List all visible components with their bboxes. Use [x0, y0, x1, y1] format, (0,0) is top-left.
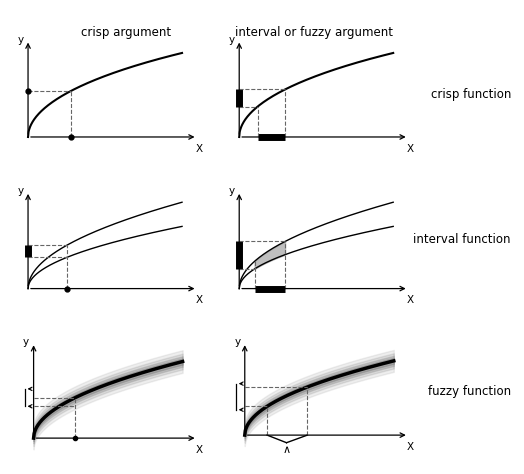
Text: X: X — [195, 295, 203, 306]
Text: y: y — [17, 35, 24, 45]
Text: y: y — [228, 35, 235, 45]
Text: y: y — [17, 186, 24, 196]
Text: crisp function: crisp function — [431, 88, 511, 101]
Text: X: X — [407, 144, 413, 154]
Text: X: X — [195, 144, 203, 154]
Text: y: y — [23, 337, 29, 347]
Text: $\wedge$: $\wedge$ — [282, 445, 291, 456]
Text: interval or fuzzy argument: interval or fuzzy argument — [235, 26, 394, 39]
Text: y: y — [234, 337, 241, 347]
Text: X: X — [407, 442, 414, 452]
Text: y: y — [228, 186, 235, 196]
Text: crisp argument: crisp argument — [81, 26, 171, 39]
Text: interval function: interval function — [413, 233, 511, 246]
Text: fuzzy function: fuzzy function — [428, 384, 511, 398]
Text: X: X — [407, 295, 413, 306]
Text: X: X — [195, 445, 203, 455]
